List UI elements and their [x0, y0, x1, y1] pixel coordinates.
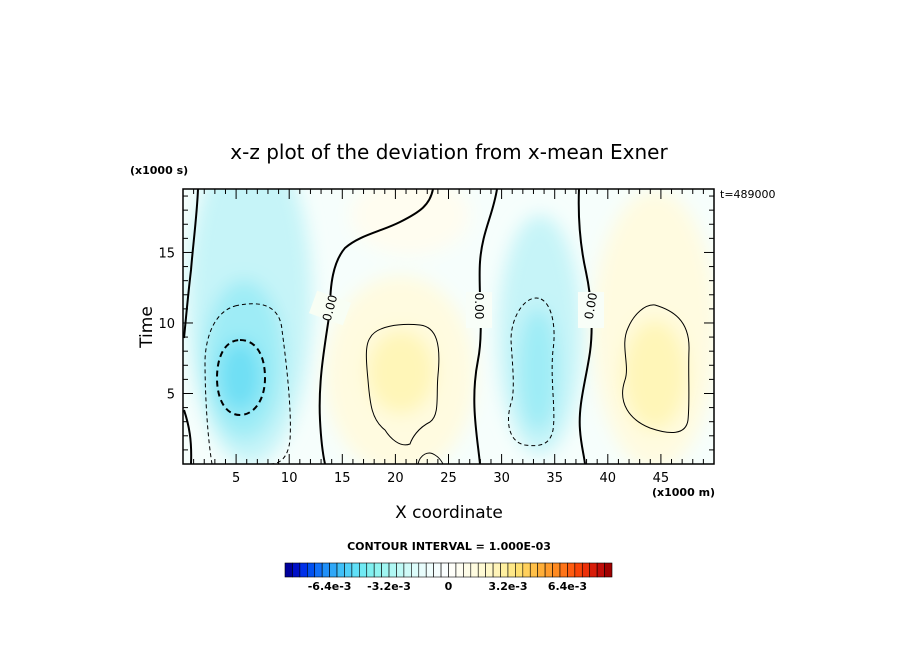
colorbar-cell: [344, 562, 353, 578]
colorbar-tick-label: 3.2e-3: [488, 580, 527, 593]
colorbar-cell: [306, 562, 316, 578]
colorbar: -6.4e-3 -3.2e-3 0 3.2e-3 6.4e-3: [284, 562, 613, 593]
y-axis-label: Time: [137, 306, 157, 349]
colorbar-cell: [559, 562, 568, 578]
x-tick-label: 35: [546, 471, 563, 486]
y-tick-label: 15: [158, 246, 175, 261]
zero-contour-label-1: 0.00: [320, 293, 340, 322]
contour-interval-label: CONTOUR INTERVAL = 1.000E-03: [347, 540, 551, 553]
contour-labels: 0.00 0.00 0.00: [308, 290, 604, 328]
axis-ticks: 5 10 15 20 25 30 35 40 45 5 10 15: [158, 189, 714, 486]
colorbar-cell: [336, 562, 345, 578]
colorbar-cell: [492, 562, 501, 578]
negative-region-left-core: [218, 340, 262, 412]
positive-region-top: [350, 189, 470, 255]
colorbar-cell: [299, 562, 308, 578]
colorbar-cell: [373, 562, 382, 578]
colorbar-cell: [589, 562, 598, 578]
zero-contour-left: [183, 189, 199, 339]
colorbar-cell: [381, 562, 390, 578]
y-tick-label: 5: [167, 387, 175, 402]
x-tick-label: 15: [334, 471, 351, 486]
colorbar-cell: [403, 562, 412, 578]
x-tick-label: 20: [387, 471, 404, 486]
negative-contour-right: [508, 297, 555, 447]
x-tick-label: 45: [653, 471, 670, 486]
y-tick-label: 10: [158, 317, 175, 332]
chart-title: x-z plot of the deviation from x-mean Ex…: [230, 140, 668, 164]
colorbar-cell: [321, 562, 330, 578]
colorbar-cell: [500, 562, 509, 578]
colorbar-cell: [477, 562, 486, 578]
x-tick-label: 30: [493, 471, 510, 486]
colorbar-tick-label: 6.4e-3: [548, 580, 587, 593]
shaded-field: [183, 189, 714, 464]
x-axis-label: X coordinate: [395, 503, 503, 523]
colorbar-cell: [359, 562, 368, 578]
colorbar-cell: [433, 562, 442, 578]
colorbar-cell: [485, 562, 494, 578]
colorbar-tick-label: 0: [445, 580, 453, 593]
colorbar-cell: [388, 562, 397, 578]
colorbar-cell: [581, 562, 591, 578]
zero-contour-3: [577, 189, 593, 464]
positive-region-right-core: [623, 320, 687, 430]
colorbar-cell: [515, 562, 524, 578]
colorbar-cell: [552, 562, 561, 578]
colorbar-tick-label: -3.2e-3: [367, 580, 411, 593]
colorbar-cell: [314, 562, 323, 578]
zero-contour-left-bottom: [183, 409, 193, 464]
colorbar-cell: [544, 562, 553, 578]
colorbar-cell: [351, 562, 360, 578]
positive-region-mid-core: [367, 330, 435, 414]
x-tick-label: 5: [232, 471, 240, 486]
colorbar-cell: [574, 562, 583, 578]
y-unit-label: (x1000 s): [130, 164, 188, 177]
colorbar-cell: [604, 562, 613, 578]
x-unit-label: (x1000 m): [652, 486, 715, 499]
colorbar-cell: [463, 562, 472, 578]
colorbar-cell: [529, 562, 538, 578]
colorbar-cell: [567, 562, 576, 578]
positive-contour-middle-bottom: [417, 452, 444, 464]
colorbar-cell: [448, 562, 457, 578]
negative-region-right-core: [518, 308, 558, 432]
colorbar-cell: [537, 562, 546, 578]
colorbar-cell: [366, 562, 375, 578]
colorbar-cell: [418, 562, 427, 578]
colorbar-cell: [470, 562, 479, 578]
colorbar-cell: [284, 562, 293, 578]
x-tick-label: 25: [440, 471, 457, 486]
colorbar-cell: [455, 562, 464, 578]
positive-contour-middle: [365, 323, 440, 446]
colorbar-tick-label: -6.4e-3: [308, 580, 352, 593]
colorbar-cell: [596, 562, 605, 578]
colorbar-cell: [329, 562, 338, 578]
colorbar-cell: [292, 562, 301, 578]
colorbar-cell: [440, 562, 449, 578]
colorbar-cell: [396, 562, 405, 578]
zero-contour-label-2: 0.00: [472, 293, 486, 320]
zero-contour-label-3: 0.00: [582, 292, 600, 321]
colorbar-cell: [411, 562, 420, 578]
x-tick-label: 10: [281, 471, 298, 486]
negative-contour-left-inner: [215, 338, 267, 417]
positive-contour-right: [622, 304, 690, 433]
colorbar-cell: [507, 562, 516, 578]
x-tick-label: 40: [600, 471, 617, 486]
time-stamp: t=489000: [720, 188, 776, 201]
negative-contour-left-outer: [204, 303, 291, 464]
zero-contour-1: [318, 189, 434, 464]
colorbar-cell: [425, 562, 434, 578]
colorbar-cell: [522, 562, 531, 578]
